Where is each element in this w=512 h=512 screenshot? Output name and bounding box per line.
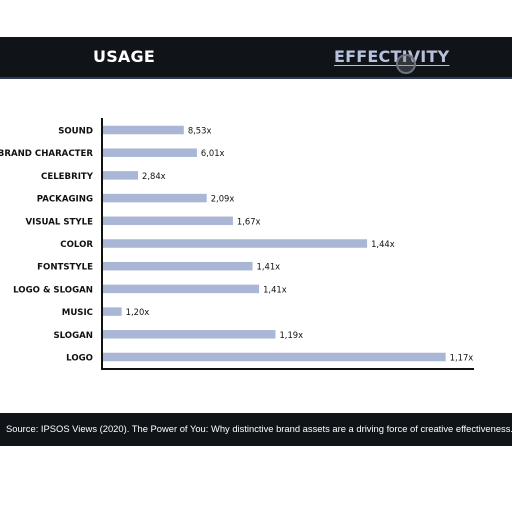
category-label: CELEBRITY <box>41 172 94 182</box>
tab-usage[interactable]: USAGE <box>93 47 155 66</box>
category-label: FONTSTYLE <box>37 263 93 273</box>
value-label: 2,09x <box>211 194 235 204</box>
source-text: Source: IPSOS Views (2020). The Power of… <box>6 423 512 434</box>
bar <box>102 171 138 180</box>
bar <box>102 261 253 271</box>
value-label: 1,41x <box>257 262 281 272</box>
top-nav-bar: USAGE EFFECTIVITY <box>0 37 512 79</box>
value-label: 1,41x <box>263 284 287 294</box>
bar <box>102 352 446 362</box>
bar <box>102 330 276 339</box>
value-label: 1,19x <box>279 330 303 340</box>
category-label: MUSIC <box>62 308 93 318</box>
category-label: BRAND CHARACTER <box>0 149 93 159</box>
value-label: 1,20x <box>126 307 150 317</box>
category-label: COLOR <box>60 240 93 250</box>
tab-effectivity[interactable]: EFFECTIVITY <box>334 47 450 66</box>
chart-svg: SOUND 8,53x BRAND CHARACTER 6,01x CELEBRITY 2… <box>0 118 474 370</box>
value-label: 1,17x <box>450 353 474 363</box>
category-label: SLOGAN <box>53 331 93 341</box>
category-label: SOUND <box>58 127 93 137</box>
category-label: PACKAGING <box>37 195 93 205</box>
category-label: LOGO & SLOGAN <box>13 285 93 295</box>
value-label: 2,84x <box>142 171 166 181</box>
source-footer: Source: IPSOS Views (2020). The Power of… <box>0 413 512 446</box>
bar <box>102 125 184 135</box>
bar <box>102 216 233 226</box>
bar <box>102 148 197 157</box>
value-label: 6,01x <box>201 148 225 158</box>
bar <box>102 193 207 203</box>
value-label: 1,67x <box>237 216 261 226</box>
bar <box>102 239 368 248</box>
value-label: 1,44x <box>371 239 395 249</box>
category-label: LOGO <box>66 354 93 364</box>
category-label: VISUAL STYLE <box>26 217 94 227</box>
bar-chart: SOUND 8,53x BRAND CHARACTER 6,01x CELEBRITY 2… <box>0 110 512 380</box>
value-label: 8,53x <box>188 126 212 136</box>
bar <box>102 307 122 316</box>
bar <box>102 284 260 294</box>
cursor-indicator <box>396 54 416 74</box>
